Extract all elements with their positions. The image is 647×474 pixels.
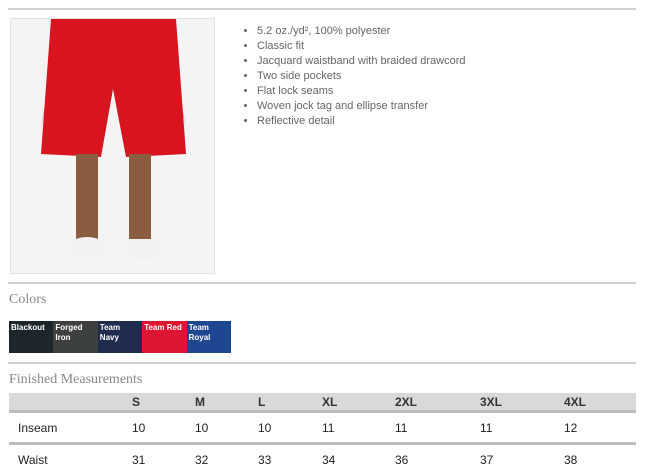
feature-item: Woven jock tag and ellipse transfer bbox=[257, 99, 466, 114]
cell: 37 bbox=[480, 452, 494, 467]
size-header: M bbox=[195, 393, 258, 413]
cell: 33 bbox=[258, 452, 272, 467]
color-swatch[interactable]: Team Navy bbox=[97, 321, 143, 353]
feature-item: Jacquard waistband with braided drawcord bbox=[257, 54, 466, 69]
feature-item: 5.2 oz./yd², 100% polyester bbox=[257, 24, 466, 39]
measurements-heading: Finished Measurements bbox=[9, 372, 143, 387]
cell: 10 bbox=[195, 411, 258, 445]
size-header: L bbox=[258, 393, 322, 413]
table-row: Inseam 10 10 10 11 11 11 12 bbox=[9, 411, 636, 445]
size-header: XL bbox=[322, 393, 395, 413]
cell: 10 bbox=[258, 411, 322, 445]
cell: 12 bbox=[564, 411, 636, 445]
cell: 11 bbox=[480, 411, 564, 445]
color-swatch[interactable]: Team Red bbox=[142, 321, 187, 353]
size-header: 3XL bbox=[480, 393, 564, 413]
feature-list: 5.2 oz./yd², 100% polyester Classic fit … bbox=[229, 24, 466, 129]
cell: 11 bbox=[395, 411, 480, 445]
divider bbox=[8, 362, 636, 364]
product-image bbox=[10, 18, 215, 274]
divider bbox=[8, 282, 636, 284]
color-swatch[interactable]: Team Royal bbox=[186, 321, 231, 353]
cell: 11 bbox=[322, 411, 395, 445]
feature-item: Classic fit bbox=[257, 39, 466, 54]
row-label: Inseam bbox=[9, 411, 132, 445]
feature-item: Two side pockets bbox=[257, 69, 466, 84]
size-header: S bbox=[132, 393, 195, 413]
feature-item: Reflective detail bbox=[257, 114, 466, 129]
table-row: Waist 31 32 33 34 36 37 38 bbox=[9, 444, 636, 474]
cell: 10 bbox=[132, 411, 195, 445]
size-header: 2XL bbox=[395, 393, 480, 413]
size-header: 4XL bbox=[564, 393, 636, 413]
cell: 38 bbox=[564, 452, 578, 467]
cell: 36 bbox=[395, 452, 409, 467]
color-swatch[interactable]: Blackout bbox=[9, 321, 54, 353]
color-swatch[interactable]: Forged Iron bbox=[53, 321, 98, 353]
table-header: S M L XL 2XL 3XL 4XL bbox=[9, 393, 636, 413]
feature-item: Flat lock seams bbox=[257, 84, 466, 99]
cell: 34 bbox=[322, 452, 336, 467]
cell: 32 bbox=[195, 452, 209, 467]
measurements-table: S M L XL 2XL 3XL 4XL Inseam 10 10 10 11 … bbox=[9, 393, 636, 474]
row-label: Waist bbox=[18, 452, 48, 467]
divider bbox=[8, 8, 636, 10]
colors-heading: Colors bbox=[9, 292, 47, 307]
cell: 31 bbox=[132, 452, 146, 467]
